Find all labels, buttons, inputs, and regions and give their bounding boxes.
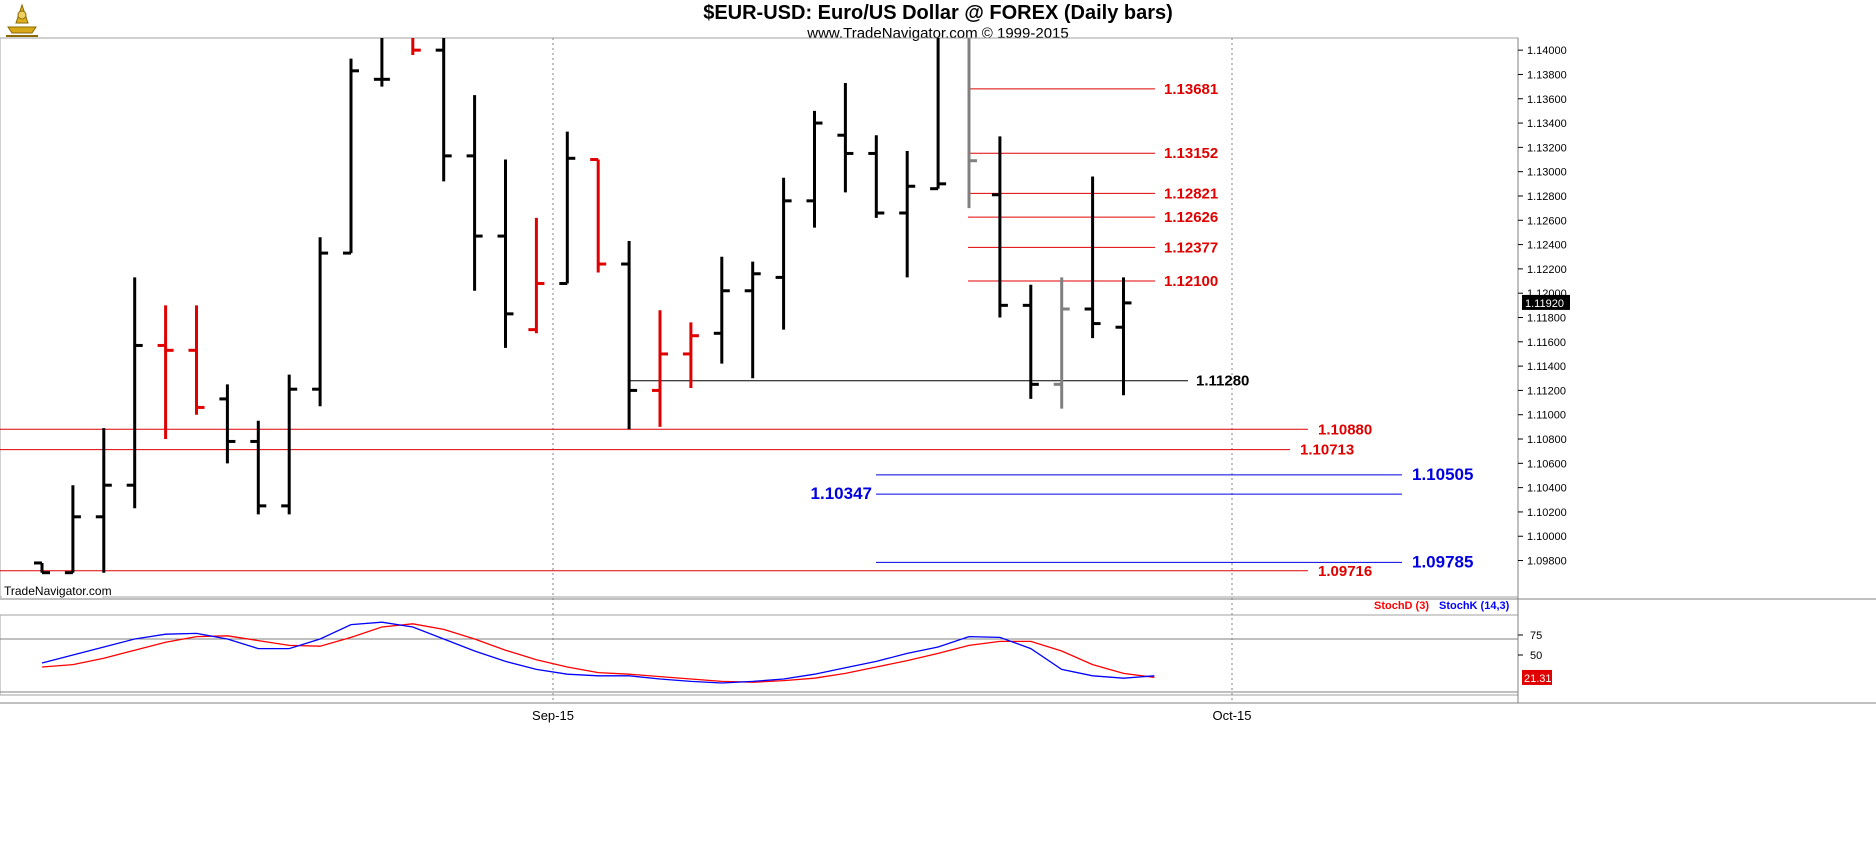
level-label: 1.11280 — [1196, 373, 1249, 390]
ohlc-bar — [373, 38, 390, 87]
price-tick-label: 1.09800 — [1527, 556, 1567, 568]
time-axis-label: Oct-15 — [1212, 708, 1251, 723]
support-resistance-lines: 1.13681 1.13152 1.12821 1.12626 1.12377 1.121… — [0, 81, 1473, 580]
ohlc-bar — [930, 38, 947, 191]
price-tick-label: 1.12400 — [1527, 240, 1567, 252]
ohlc-bar — [1084, 176, 1101, 339]
ohlc-bar — [64, 485, 81, 575]
stoch-last-value-box — [1522, 669, 1552, 685]
ohlc-bar — [497, 159, 514, 348]
ohlc-bar — [837, 82, 854, 193]
level-label: 1.10713 — [1300, 442, 1354, 459]
level-label: 1.10505 — [1412, 465, 1473, 484]
ohlc-bar — [126, 277, 143, 509]
level-label: 1.09785 — [1412, 552, 1473, 571]
price-panel-frame — [0, 37, 1519, 598]
level-label: 1.12821 — [1164, 185, 1218, 202]
price-tick-label: 1.14000 — [1527, 45, 1567, 57]
ohlc-bar — [967, 38, 977, 209]
ohlc-bar — [590, 158, 607, 273]
level-label: 1.13152 — [1164, 145, 1218, 162]
ohlc-bars: TradeNavigator.com — [2, 38, 1132, 598]
ohlc-bar — [868, 135, 885, 218]
ohlc-bar — [343, 58, 359, 255]
ohlc-bar — [713, 256, 730, 364]
price-tick-label: 1.13400 — [1527, 118, 1567, 130]
price-tick-label: 1.12800 — [1527, 191, 1567, 203]
ohlc-bar — [528, 217, 545, 334]
price-tick-label: 1.13800 — [1527, 69, 1567, 81]
stochastic-panel-frame — [0, 614, 1519, 696]
price-tick-label: 1.11200 — [1527, 385, 1566, 397]
ohlc-bar — [744, 261, 761, 379]
ohlc-bar — [775, 177, 792, 330]
price-tick-label: 1.11400 — [1527, 361, 1566, 373]
price-tick-label: 1.12200 — [1527, 264, 1567, 276]
ohlc-bar — [466, 95, 483, 291]
level-label: 1.12100 — [1164, 273, 1218, 290]
price-tick-label: 1.11600 — [1527, 337, 1566, 349]
ohlc-bar — [1053, 277, 1070, 409]
ohlc-bar — [435, 38, 452, 182]
price-tick-label: 1.11000 — [1527, 410, 1566, 422]
stochastic-panel: 75 50 StochD (3) StochK (14,3) 21.31 — [0, 600, 1552, 693]
last-price-label: 1.11920 — [1525, 298, 1564, 310]
trade-navigator-logo — [2, 1, 42, 41]
stochd-legend: StochD (3) — [1374, 600, 1429, 612]
watermark-bg — [2, 584, 102, 598]
level-label: 1.09716 — [1318, 563, 1372, 580]
stochk-legend: StochK (14,3) — [1439, 600, 1510, 612]
stochk-line — [41, 621, 1155, 684]
price-tick-label: 1.12600 — [1527, 215, 1567, 227]
ohlc-bar — [188, 305, 205, 415]
chart-title: $EUR-USD: Euro/US Dollar @ FOREX (Daily … — [703, 2, 1173, 24]
level-label: 1.12626 — [1164, 209, 1218, 226]
ohlc-bar — [219, 384, 236, 464]
last-price-box — [1522, 294, 1570, 310]
level-label: 1.13681 — [1164, 81, 1218, 98]
ohlc-bar — [281, 374, 298, 515]
price-tick-label: 1.10000 — [1527, 531, 1567, 543]
stochd-line — [41, 623, 1155, 683]
ohlc-bar — [34, 561, 50, 575]
stoch-tick-label: 50 — [1530, 650, 1542, 662]
price-tick-label: 1.10200 — [1527, 507, 1567, 519]
ohlc-bar — [250, 420, 267, 515]
price-axis: 1.14000 1.13800 1.13600 1.13400 1.13200 1.130… — [1518, 45, 1570, 568]
price-tick-label: 1.10400 — [1527, 483, 1567, 495]
price-tick-label: 1.13000 — [1527, 167, 1567, 179]
price-tick-label: 1.10600 — [1527, 458, 1567, 470]
stoch-last-value: 21.31 — [1524, 673, 1552, 685]
ohlc-bar — [312, 237, 329, 407]
stoch-tick-label: 75 — [1530, 630, 1542, 642]
price-tick-label: 1.11800 — [1527, 313, 1566, 325]
ohlc-bar — [157, 305, 174, 440]
ohlc-bar — [621, 240, 638, 430]
ohlc-bar — [95, 428, 112, 573]
ohlc-bar — [652, 310, 668, 427]
ohlc-bar — [411, 38, 421, 56]
ohlc-bar — [682, 322, 699, 388]
level-label: 1.12377 — [1164, 239, 1218, 256]
watermark-text: TradeNavigator.com — [4, 584, 112, 598]
time-axis-label: Sep-15 — [532, 708, 574, 723]
price-tick-label: 1.13600 — [1527, 94, 1567, 106]
price-tick-label: 1.10800 — [1527, 434, 1567, 446]
ohlc-bar — [806, 110, 823, 228]
price-tick-label: 1.13200 — [1527, 142, 1567, 154]
level-label: 1.10347 — [811, 484, 872, 503]
ohlc-bar — [1022, 284, 1039, 399]
ohlc-bar — [559, 131, 576, 285]
ohlc-bar — [991, 136, 1008, 318]
ohlc-bar — [899, 151, 916, 278]
ohlc-bar — [1115, 277, 1132, 396]
level-label: 1.10880 — [1318, 421, 1372, 438]
